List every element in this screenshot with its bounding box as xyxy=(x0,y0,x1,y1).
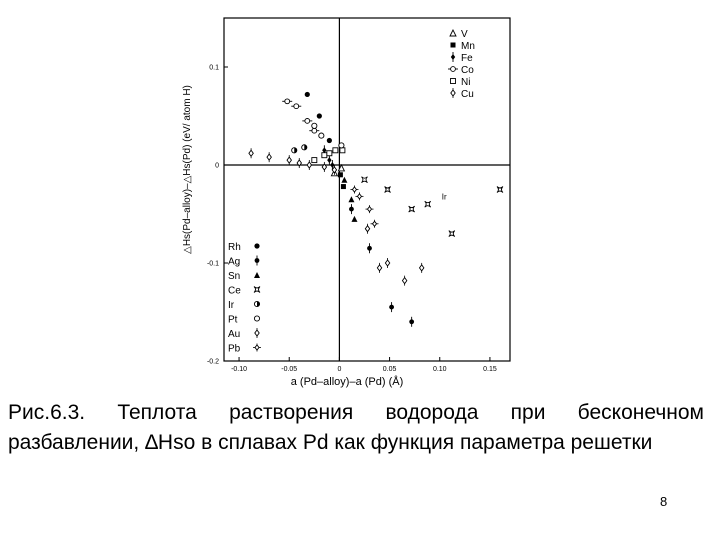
legend-label-co: Co xyxy=(461,65,474,76)
data-point-ce xyxy=(384,186,391,193)
x-tick-label: -0.10 xyxy=(231,366,247,373)
legend-marker-fe xyxy=(450,54,456,60)
legend-label-ce: Ce xyxy=(228,286,241,297)
data-point-cu xyxy=(286,156,292,164)
data-point-cu xyxy=(306,161,313,169)
data-point-sn xyxy=(351,215,358,222)
data-point-pb xyxy=(351,186,358,193)
data-point-au xyxy=(384,259,391,267)
legend-marker-ir-fill xyxy=(257,301,260,307)
data-point-ir-fill xyxy=(294,147,297,153)
data-point-co xyxy=(304,118,311,124)
x-tick-label: -0.05 xyxy=(281,366,297,373)
legend-label-v: V xyxy=(461,29,468,40)
data-point-mn xyxy=(337,172,343,178)
data-point-ag xyxy=(409,319,415,325)
data-point-ir-fill xyxy=(304,144,307,150)
legend-marker-ni xyxy=(450,78,456,84)
legend-marker-pt xyxy=(253,315,261,322)
data-point-pt xyxy=(318,132,325,139)
legend-label-fe: Fe xyxy=(461,53,473,64)
page-number: 8 xyxy=(660,494,668,509)
data-point-cu xyxy=(321,163,328,171)
data-point-ag xyxy=(367,245,372,251)
data-point-rh xyxy=(326,137,332,144)
legend-label-au: Au xyxy=(228,329,240,340)
data-point-ni xyxy=(332,147,339,154)
data-point-cu xyxy=(266,153,272,161)
x-tick-label: 0.10 xyxy=(433,366,447,373)
data-point-ni xyxy=(326,150,333,157)
data-point-v xyxy=(337,163,346,172)
legend-marker-mn xyxy=(450,42,456,48)
data-point-ag xyxy=(349,206,354,212)
legend-label-mn: Mn xyxy=(461,41,475,52)
data-point-fe xyxy=(330,162,335,168)
legend-marker-ce xyxy=(253,286,261,293)
data-point-rh xyxy=(316,113,322,119)
legend-label-pb: Pb xyxy=(228,344,241,355)
plot-frame xyxy=(223,17,511,362)
data-point-fe xyxy=(327,157,332,164)
legend-label-ir: Ir xyxy=(228,300,235,311)
data-point-ni xyxy=(311,157,318,164)
data-point-mn xyxy=(340,184,346,190)
scatter-chart: -0.10 -0.05 0 0.05 0.10 0.150.10-0.1-0.2a (Pd… xyxy=(182,17,511,388)
data-point-au xyxy=(364,224,371,233)
y-axis-label: △Hs(Pd–alloy)–△Hs(Pd) (eV/ atom H) xyxy=(182,85,193,254)
legend-marker-cu xyxy=(450,89,456,97)
legend-marker-au xyxy=(254,329,260,337)
legend-label-ni: Ni xyxy=(461,77,470,88)
chart-figure: -0.10 -0.05 0 0.05 0.10 0.15 0.1 0 -0.1 -0.2 a (Pd… xyxy=(170,8,520,390)
data-point-cu xyxy=(296,159,303,167)
data-point-au xyxy=(401,276,408,285)
data-point-sn xyxy=(341,176,348,183)
data-point-ce xyxy=(408,205,415,213)
y-tick-label: 0 xyxy=(215,163,219,170)
x-tick-label: 0.15 xyxy=(483,366,497,373)
x-tick-label: 0 xyxy=(337,366,341,373)
data-point-pb xyxy=(366,205,373,213)
data-point-ni xyxy=(321,152,328,159)
legend-label-sn: Sn xyxy=(228,271,240,282)
data-point-ce xyxy=(448,230,456,237)
figure-caption: Рис.6.3. Теплота растворения водорода пр… xyxy=(8,401,704,454)
data-point-pb xyxy=(356,193,363,200)
legend-label-ag: Ag xyxy=(228,257,240,268)
legend-marker-pb xyxy=(254,344,260,351)
legend-label-pt: Pt xyxy=(228,315,238,326)
annotation-label: Ir xyxy=(442,192,447,201)
data-point-ag xyxy=(389,304,394,310)
y-tick-label: -0.2 xyxy=(207,359,219,366)
data-point-ce xyxy=(496,186,504,193)
data-point-cu xyxy=(248,149,254,158)
x-axis-label: a (Pd–alloy)–a (Pd) (Å) xyxy=(291,375,404,388)
data-point-pt xyxy=(338,142,345,149)
legend-marker-v xyxy=(449,28,457,37)
legend-marker-rh xyxy=(254,243,260,249)
legend-marker-co xyxy=(450,66,456,72)
legend-marker-sn xyxy=(254,272,260,278)
data-point-au xyxy=(376,264,383,272)
y-tick-label: 0.1 xyxy=(209,65,219,72)
data-point-cu xyxy=(331,166,338,174)
y-tick-label: -0.1 xyxy=(207,261,219,268)
data-point-fe xyxy=(322,147,327,154)
data-point-co xyxy=(293,103,300,110)
legend-label-rh: Rh xyxy=(228,242,241,253)
data-point-ni xyxy=(339,147,346,154)
legend-marker-ag xyxy=(254,258,260,263)
data-point-co xyxy=(311,127,318,134)
data-point-pt xyxy=(311,122,318,129)
data-point-ce xyxy=(361,176,368,184)
data-point-ce xyxy=(424,200,432,208)
data-point-co xyxy=(284,98,291,105)
data-point-pb xyxy=(371,220,378,228)
legend-label-cu: Cu xyxy=(461,89,474,100)
x-tick-label: 0.05 xyxy=(383,366,397,373)
data-point-sn xyxy=(348,196,355,203)
data-point-rh xyxy=(304,91,310,98)
data-point-au xyxy=(418,264,425,272)
